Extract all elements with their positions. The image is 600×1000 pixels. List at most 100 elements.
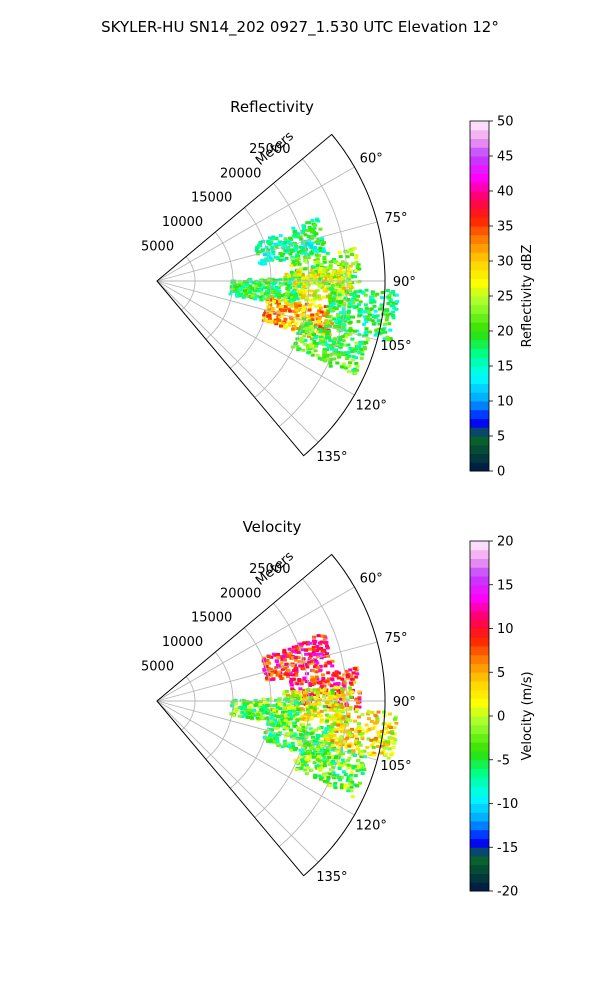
colorbar-segment: [470, 541, 489, 551]
colorbar-segment: [470, 348, 489, 358]
colorbar-segment: [470, 689, 489, 699]
colorbar-segment: [470, 628, 489, 638]
colorbar-segment: [470, 322, 489, 332]
azimuth-tick-label: 105°: [380, 759, 411, 774]
colorbar-segment: [470, 331, 489, 341]
azimuth-tick-label: 75°: [384, 631, 407, 646]
colorbar-segment: [470, 444, 489, 454]
colorbar-segment: [470, 829, 489, 839]
colorbar-tick-label: 15: [497, 360, 514, 375]
colorbar-tick-label: 20: [497, 535, 514, 550]
colorbar-segment: [470, 873, 489, 883]
azimuth-tick-label: 105°: [380, 339, 411, 354]
azimuth-tick-label: 60°: [360, 571, 383, 586]
colorbar-segment: [470, 716, 489, 726]
colorbar-segment: [470, 549, 489, 559]
colorbar-tick-label: 0: [497, 465, 505, 480]
colorbar-tick-label: 40: [497, 185, 514, 200]
range-ring: [230, 627, 272, 789]
colorbar-segment: [470, 812, 489, 822]
colorbar-segment: [470, 838, 489, 848]
colorbar-tick-label: 0: [497, 710, 505, 725]
colorbar-label: Velocity (m/s): [520, 671, 535, 760]
echo-region: [325, 287, 400, 342]
azimuth-spoke: [156, 586, 355, 702]
colorbar-segment: [470, 366, 489, 376]
colorbar-segment: [470, 313, 489, 323]
colorbar-segment: [470, 243, 489, 253]
reflectivity-polar-grid: [156, 133, 386, 457]
azimuth-spoke: [156, 166, 355, 282]
range-ring: [230, 207, 272, 369]
colorbar-segment: [470, 234, 489, 244]
colorbar-tick-label: 5: [497, 430, 505, 445]
colorbar-segment: [470, 602, 489, 612]
range-ring: [278, 578, 348, 847]
echo-region: [290, 317, 370, 375]
azimuth-spoke: [156, 280, 378, 341]
colorbar-segment: [470, 392, 489, 402]
colorbar-segment: [470, 409, 489, 419]
colorbar-tick-label: 20: [497, 325, 514, 340]
colorbar-segment: [470, 252, 489, 262]
azimuth-tick-label: 135°: [316, 870, 347, 885]
range-tick-label: 25000: [249, 562, 290, 577]
colorbar-segment: [470, 182, 489, 192]
colorbar-segment: [470, 226, 489, 236]
colorbar-segment: [470, 427, 489, 437]
reflectivity-echo-field: [228, 217, 400, 375]
azimuth-spoke: [156, 280, 319, 443]
colorbar-segment: [470, 339, 489, 349]
range-tick-label: 25000: [249, 142, 290, 157]
colorbar-segment: [470, 401, 489, 411]
reflectivity-colorbar: 0 5 10 15 20 25 30 35 40 45 50 Reflectivity dBZ: [469, 115, 535, 480]
colorbar-segment: [470, 593, 489, 603]
colorbar-tick-label: 10: [497, 622, 514, 637]
colorbar-segment: [470, 681, 489, 691]
azimuth-tick-label: 120°: [356, 819, 387, 834]
colorbar-tick-label: 35: [497, 220, 514, 235]
velocity-colorbar: -20 -15 -10 -5 0 5 10 15 20 Velocity (m/s): [469, 535, 535, 900]
azimuth-spoke: [156, 700, 355, 816]
colorbar-segment: [470, 269, 489, 279]
range-tick-label: 10000: [162, 215, 203, 230]
colorbar-segment: [470, 759, 489, 769]
colorbar-label: Reflectivity dBZ: [520, 245, 535, 348]
sector-outline: [156, 133, 386, 457]
reflectivity-axis-labels: 60° 75° 90° 105° 120° 135° 5000 10000 15000 20000…: [141, 129, 416, 465]
colorbar-segment: [470, 567, 489, 577]
colorbar-segment: [470, 199, 489, 209]
azimuth-spoke: [156, 700, 319, 863]
azimuth-spoke: [156, 280, 355, 396]
colorbar-segment: [470, 208, 489, 218]
range-tick-label: 5000: [141, 660, 174, 675]
colorbar-segment: [470, 707, 489, 717]
colorbar-segment: [470, 724, 489, 734]
colorbar-segment: [470, 619, 489, 629]
colorbar-segment: [470, 882, 489, 892]
colorbar-segment: [470, 261, 489, 271]
azimuth-spoke: [156, 221, 378, 282]
colorbar-segment: [470, 672, 489, 682]
colorbar-segment: [470, 121, 489, 131]
azimuth-tick-label: 75°: [384, 211, 407, 226]
figure-title: SKYLER-HU SN14_202 0927_1.530 UTC Elevat…: [101, 18, 499, 37]
range-ring: [278, 158, 348, 427]
colorbar-segment: [470, 637, 489, 647]
azimuth-spoke: [156, 700, 378, 761]
velocity-echo-field: [229, 634, 399, 799]
colorbar-tick-label: -15: [497, 841, 518, 856]
colorbar-segment: [470, 751, 489, 761]
colorbar-segment: [470, 803, 489, 813]
colorbar-tick-label: 5: [497, 666, 505, 681]
azimuth-tick-label: 90°: [393, 275, 416, 290]
colorbar-segment: [470, 611, 489, 621]
colorbar-segment: [470, 453, 489, 463]
colorbar-segment: [470, 847, 489, 857]
colorbar-tick-label: 10: [497, 395, 514, 410]
colorbar-segment: [470, 663, 489, 673]
colorbar-segment: [470, 733, 489, 743]
azimuth-tick-label: 90°: [393, 695, 416, 710]
colorbar-segment: [470, 856, 489, 866]
